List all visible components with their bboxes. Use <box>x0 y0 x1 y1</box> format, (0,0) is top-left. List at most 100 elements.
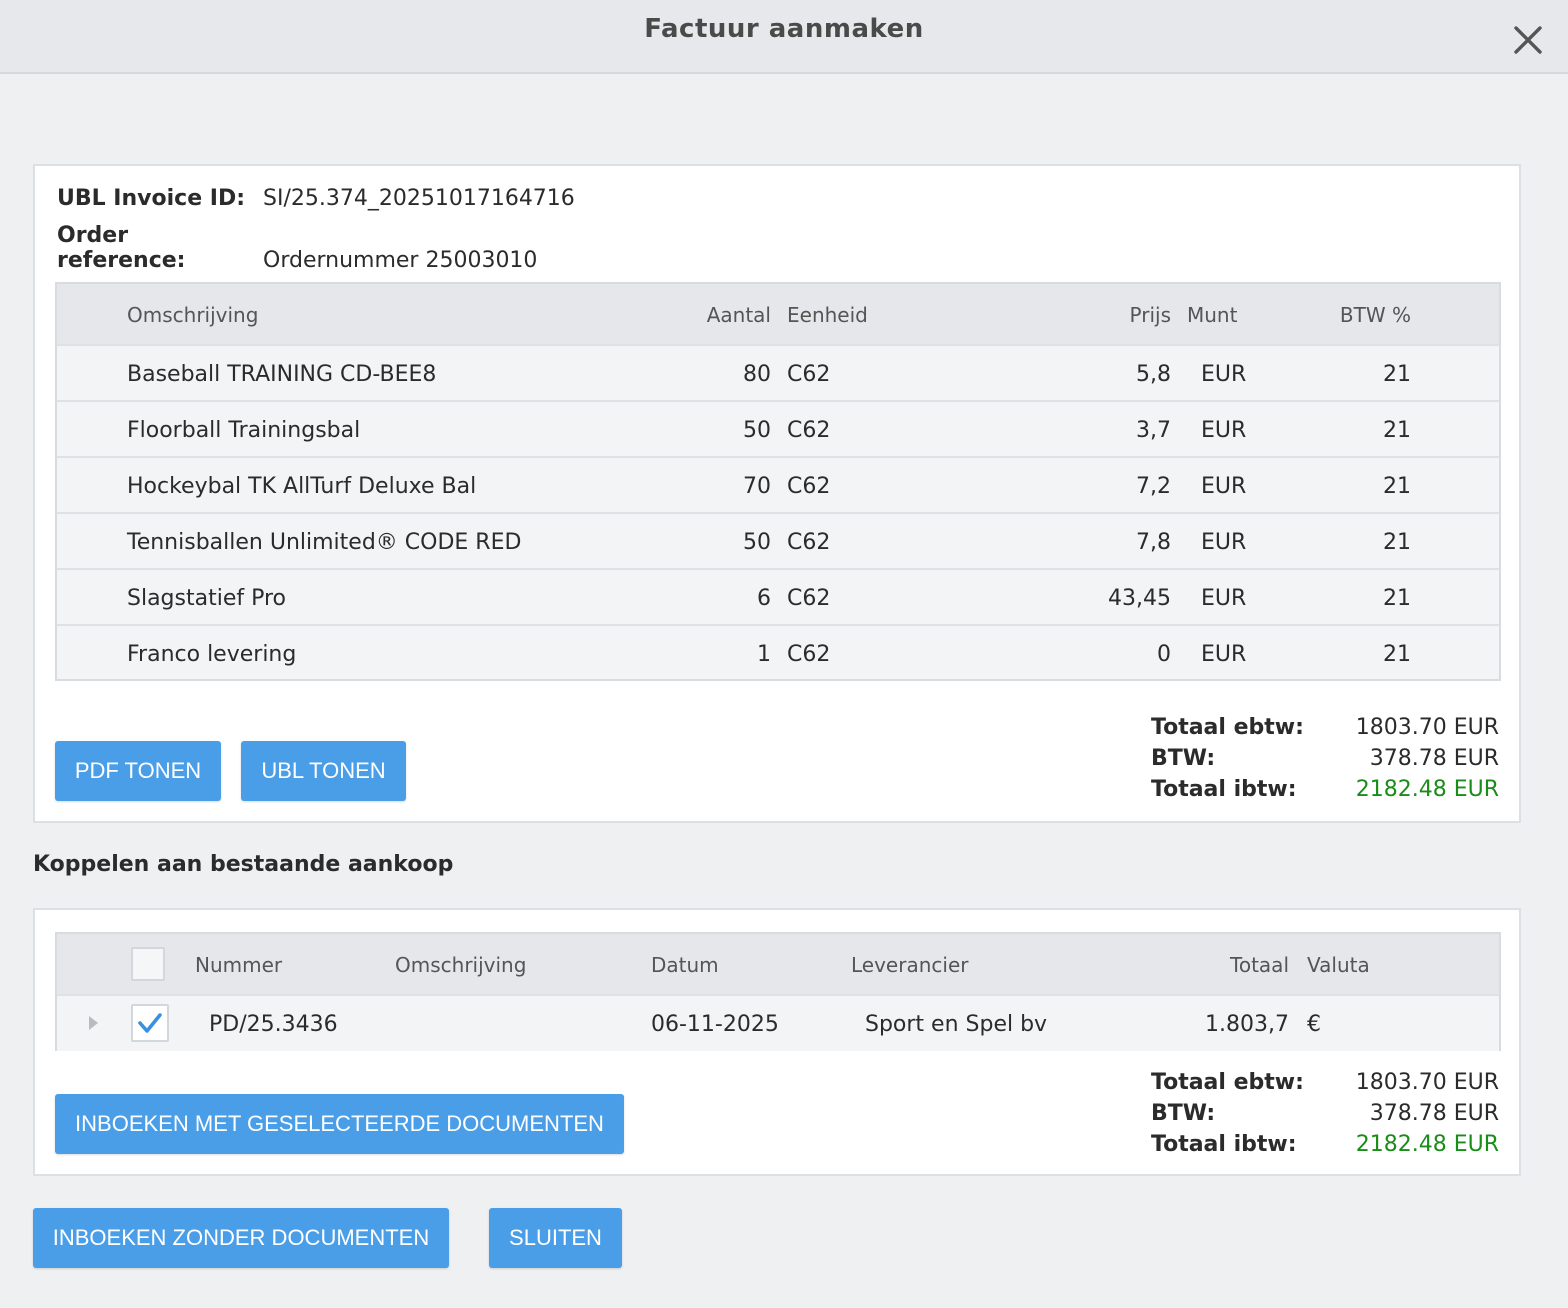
row-vat: 21 <box>1383 418 1411 443</box>
row-price: 7,2 <box>1136 474 1171 499</box>
row-vat: 21 <box>1383 474 1411 499</box>
invoice-panel: UBL Invoice ID: SI/25.374_20251017164716 … <box>33 164 1521 823</box>
row-qty: 6 <box>757 586 771 611</box>
table-header: Nummer Omschrijving Datum Leverancier To… <box>57 934 1499 996</box>
row-unit: C62 <box>787 418 831 443</box>
total-incl-label: Totaal ibtw: <box>1151 777 1297 802</box>
close-dialog-button[interactable] <box>1510 22 1546 58</box>
row-vat: 21 <box>1383 362 1411 387</box>
table-row[interactable]: PD/25.3436 06-11-2025 Sport en Spel bv 1… <box>57 994 1499 1051</box>
row-supplier: Sport en Spel bv <box>865 1012 1048 1037</box>
order-reference-value: Ordernummer 25003010 <box>263 248 538 273</box>
header-currency[interactable]: Munt <box>1187 303 1238 327</box>
pdf-show-button[interactable]: PDF TONEN <box>55 741 221 801</box>
row-price: 43,45 <box>1108 586 1171 611</box>
row-currency: EUR <box>1201 474 1247 499</box>
header-unit[interactable]: Eenheid <box>787 303 868 327</box>
row-unit: C62 <box>787 586 831 611</box>
total-excl-label: Totaal ebtw: <box>1151 715 1304 740</box>
invoice-totals: Totaal ebtw: 1803.70 EUR BTW: 378.78 EUR T… <box>1151 712 1499 805</box>
dialog-title: Factuur aanmaken <box>644 14 924 44</box>
row-unit: C62 <box>787 642 831 667</box>
row-qty: 80 <box>743 362 771 387</box>
row-vat: 21 <box>1383 530 1411 555</box>
row-price: 7,8 <box>1136 530 1171 555</box>
table-row[interactable]: Floorball Trainingsbal 50 C62 3,7 EUR 21 <box>57 400 1499 458</box>
row-unit: C62 <box>787 474 831 499</box>
row-vat: 21 <box>1383 642 1411 667</box>
vat-value: 378.78 EUR <box>1369 746 1499 771</box>
link-purchase-panel: Nummer Omschrijving Datum Leverancier To… <box>33 908 1521 1176</box>
row-description: Floorball Trainingsbal <box>127 418 361 443</box>
header-price[interactable]: Prijs <box>1129 303 1171 327</box>
book-with-selected-button[interactable]: INBOEKEN MET GESELECTEERDE DOCUMENTEN <box>55 1094 624 1154</box>
row-qty: 70 <box>743 474 771 499</box>
header-date[interactable]: Datum <box>651 953 719 977</box>
close-icon <box>1514 26 1542 54</box>
row-qty: 50 <box>743 418 771 443</box>
header-qty[interactable]: Aantal <box>706 303 771 327</box>
header-description[interactable]: Omschrijving <box>395 953 527 977</box>
total-excl-label: Totaal ebtw: <box>1151 1070 1304 1095</box>
row-qty: 1 <box>757 642 771 667</box>
check-icon <box>138 1013 162 1033</box>
row-currency: EUR <box>1201 362 1247 387</box>
row-description: Baseball TRAINING CD-BEE8 <box>127 362 437 387</box>
invoice-lines-table: Omschrijving Aantal Eenheid Prijs Munt B… <box>55 282 1501 681</box>
row-currency: EUR <box>1201 642 1247 667</box>
dialog-header: Factuur aanmaken <box>0 0 1568 74</box>
vat-label: BTW: <box>1151 746 1216 771</box>
row-vat: 21 <box>1383 586 1411 611</box>
row-description: Tennisballen Unlimited® CODE RED <box>127 530 522 555</box>
table-header: Omschrijving Aantal Eenheid Prijs Munt B… <box>57 284 1499 346</box>
order-reference-label: Order reference: <box>57 223 186 273</box>
row-currency: EUR <box>1201 586 1247 611</box>
row-description: Slagstatief Pro <box>127 586 287 611</box>
row-price: 5,8 <box>1136 362 1171 387</box>
total-incl-label: Totaal ibtw: <box>1151 1132 1297 1157</box>
select-all-checkbox[interactable] <box>131 947 165 981</box>
table-row[interactable]: Franco levering 1 C62 0 EUR 21 <box>57 624 1499 682</box>
table-row[interactable]: Baseball TRAINING CD-BEE8 80 C62 5,8 EUR… <box>57 344 1499 402</box>
header-description[interactable]: Omschrijving <box>127 303 259 327</box>
close-button[interactable]: SLUITEN <box>489 1208 622 1268</box>
purchases-table: Nummer Omschrijving Datum Leverancier To… <box>55 932 1501 1051</box>
header-supplier[interactable]: Leverancier <box>851 953 969 977</box>
row-currency: EUR <box>1201 418 1247 443</box>
header-vat[interactable]: BTW % <box>1339 303 1411 327</box>
header-number[interactable]: Nummer <box>195 953 283 977</box>
total-incl-value: 2182.48 EUR <box>1355 777 1499 802</box>
vat-value: 378.78 EUR <box>1369 1101 1499 1126</box>
ubl-invoice-id: UBL Invoice ID: SI/25.374_20251017164716 <box>57 186 575 211</box>
expand-arrow-icon[interactable] <box>89 1016 98 1030</box>
row-description: Franco levering <box>127 642 297 667</box>
link-section-heading: Koppelen aan bestaande aankoop <box>33 852 454 877</box>
row-currency: € <box>1307 1012 1321 1037</box>
ubl-invoice-id-label: UBL Invoice ID: <box>57 186 246 211</box>
row-number: PD/25.3436 <box>209 1012 338 1037</box>
row-price: 3,7 <box>1136 418 1171 443</box>
total-incl-value: 2182.48 EUR <box>1355 1132 1499 1157</box>
row-date: 06-11-2025 <box>651 1012 779 1037</box>
table-row[interactable]: Slagstatief Pro 6 C62 43,45 EUR 21 <box>57 568 1499 626</box>
total-excl-value: 1803.70 EUR <box>1355 1070 1499 1095</box>
book-without-documents-button[interactable]: INBOEKEN ZONDER DOCUMENTEN <box>33 1208 449 1268</box>
row-currency: EUR <box>1201 530 1247 555</box>
table-row[interactable]: Tennisballen Unlimited® CODE RED 50 C62 … <box>57 512 1499 570</box>
row-description: Hockeybal TK AllTurf Deluxe Bal <box>127 474 477 499</box>
table-row[interactable]: Hockeybal TK AllTurf Deluxe Bal 70 C62 7… <box>57 456 1499 514</box>
vat-label: BTW: <box>1151 1101 1216 1126</box>
header-total[interactable]: Totaal <box>1230 953 1289 977</box>
row-qty: 50 <box>743 530 771 555</box>
row-total: 1.803,7 <box>1205 1012 1289 1037</box>
order-reference: Order reference: Ordernummer 25003010 <box>57 223 537 273</box>
row-checkbox[interactable] <box>131 1004 169 1042</box>
total-excl-value: 1803.70 EUR <box>1355 715 1499 740</box>
ubl-show-button[interactable]: UBL TONEN <box>241 741 406 801</box>
row-unit: C62 <box>787 530 831 555</box>
row-price: 0 <box>1157 642 1171 667</box>
link-totals: Totaal ebtw: 1803.70 EUR BTW: 378.78 EUR T… <box>1151 1067 1499 1160</box>
header-currency[interactable]: Valuta <box>1307 953 1370 977</box>
row-unit: C62 <box>787 362 831 387</box>
ubl-invoice-id-value: SI/25.374_20251017164716 <box>263 186 575 211</box>
